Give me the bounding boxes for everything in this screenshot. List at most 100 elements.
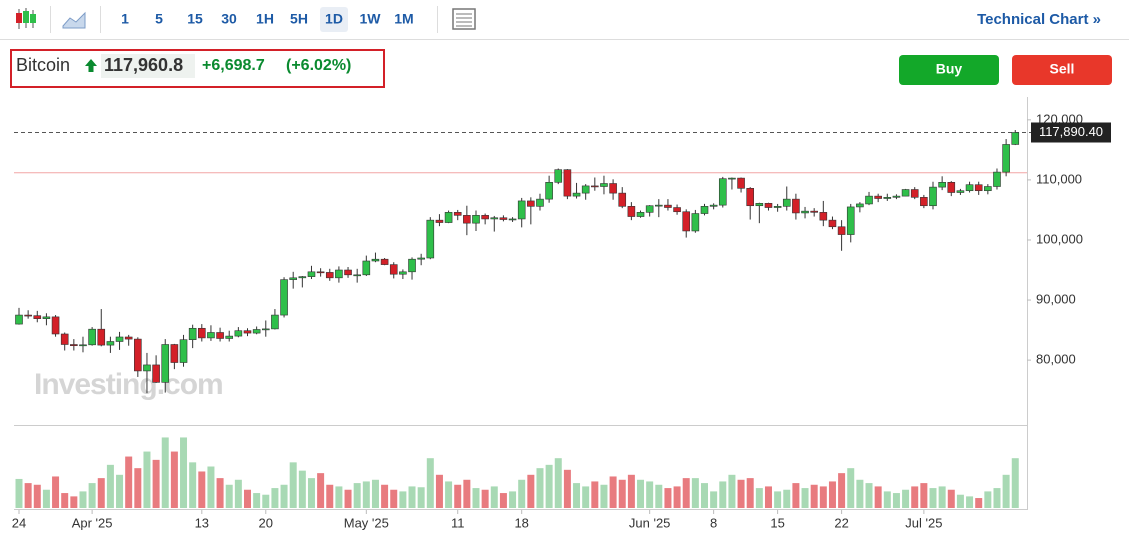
volume-bar xyxy=(298,470,306,508)
candle-body xyxy=(389,264,398,275)
volume-bar xyxy=(317,473,325,508)
interval-button[interactable]: 5H xyxy=(290,11,308,27)
candle-body xyxy=(335,269,343,279)
candle-body xyxy=(856,203,864,208)
volume-bar xyxy=(454,484,462,508)
layout-icon[interactable] xyxy=(452,8,476,30)
volume-bar xyxy=(371,479,379,508)
interval-button[interactable]: 1W xyxy=(360,11,382,27)
candle-body xyxy=(472,215,480,224)
volume-bar xyxy=(198,471,206,508)
interval-button[interactable]: 1D xyxy=(325,11,343,27)
interval-button[interactable]: 30 xyxy=(221,11,237,27)
candle-body xyxy=(874,195,882,199)
volume-bar xyxy=(838,473,846,508)
candle-body xyxy=(143,364,151,372)
candle-body xyxy=(974,184,983,192)
candle-body xyxy=(910,189,919,198)
volume-bar xyxy=(335,486,343,508)
candle-body xyxy=(399,271,407,275)
candle-body xyxy=(938,182,946,188)
volume-bar xyxy=(984,491,992,508)
volume-bar xyxy=(582,486,590,508)
volume-bar xyxy=(15,478,23,508)
candle-body xyxy=(755,203,764,207)
technical-chart-link[interactable]: Technical Chart » xyxy=(977,11,1101,28)
x-tick-label: 15 xyxy=(770,515,784,530)
volume-bar xyxy=(408,486,416,508)
x-tick-label: Jun '25 xyxy=(629,515,671,530)
volume-bar xyxy=(180,437,188,508)
candle-body xyxy=(764,203,773,208)
volume-bar xyxy=(106,464,114,508)
volume-bar xyxy=(819,486,827,508)
sell-button[interactable]: Sell xyxy=(1012,55,1112,85)
volume-bar xyxy=(710,491,718,508)
candle-body xyxy=(892,195,901,198)
candle-body xyxy=(198,327,206,339)
buy-label[interactable]: Buy xyxy=(936,61,963,77)
x-tick-label: Jul '25 xyxy=(905,515,942,530)
area-icon[interactable] xyxy=(62,11,86,29)
interval-button[interactable]: 1 xyxy=(121,11,129,27)
candle-body xyxy=(325,272,334,279)
x-tick-label: Apr '25 xyxy=(72,515,113,530)
volume-bar xyxy=(911,486,919,508)
buy-button[interactable]: Buy xyxy=(899,55,999,85)
candle-body xyxy=(88,328,96,346)
sell-label[interactable]: Sell xyxy=(1050,61,1075,77)
volume-bar xyxy=(189,462,197,508)
volume-bar xyxy=(673,486,681,508)
candle-body xyxy=(499,217,508,220)
candle-body xyxy=(718,178,727,206)
candle-body xyxy=(252,329,261,334)
candle-body xyxy=(965,184,974,192)
candle-body xyxy=(307,271,316,277)
volume-bar xyxy=(143,451,151,508)
candle-body xyxy=(380,258,389,265)
candle-body xyxy=(463,215,471,224)
candle-body xyxy=(517,200,526,220)
volume-bar xyxy=(42,489,50,508)
candle-body xyxy=(1002,144,1010,173)
volume-bar xyxy=(499,493,507,508)
volume-bar xyxy=(591,481,599,508)
candle-body xyxy=(15,314,23,325)
candle-body xyxy=(627,206,636,217)
volume-bar xyxy=(24,483,32,508)
candle-body xyxy=(353,274,361,277)
interval-button[interactable]: 15 xyxy=(187,11,203,27)
candle-body xyxy=(819,212,828,221)
volume-bar xyxy=(883,491,891,508)
candle-body xyxy=(828,219,837,228)
candle-body xyxy=(51,316,60,335)
candle-body xyxy=(24,314,32,317)
volume-bar xyxy=(627,474,635,508)
volume-bar xyxy=(52,476,60,508)
volume-bar xyxy=(664,488,672,508)
volume-bar xyxy=(234,479,242,508)
volume-bar xyxy=(966,496,974,508)
candle-body xyxy=(709,204,718,207)
interval-button[interactable]: 5 xyxy=(155,11,163,27)
candle-body xyxy=(289,277,298,280)
volume-bar xyxy=(161,437,169,508)
x-tick-label: 13 xyxy=(195,515,209,530)
candle-body xyxy=(435,219,444,223)
volume-bar xyxy=(701,483,708,508)
candle-body xyxy=(207,332,215,339)
interval-button[interactable]: 1H xyxy=(256,11,274,27)
candle-body xyxy=(636,212,645,217)
x-tick-label: 20 xyxy=(259,515,273,530)
x-tick-label: 18 xyxy=(514,515,528,530)
volume-bar xyxy=(253,493,261,508)
y-tick-label: 80,000 xyxy=(1036,352,1076,367)
candle-body xyxy=(134,338,142,372)
x-tick-label: 8 xyxy=(710,515,717,530)
volume-bar xyxy=(993,488,1001,508)
candle-body xyxy=(773,206,782,208)
interval-button[interactable]: 1M xyxy=(394,11,413,27)
volume-bar xyxy=(975,498,983,508)
candle-icon[interactable] xyxy=(16,8,36,29)
volume-bar xyxy=(682,478,690,508)
